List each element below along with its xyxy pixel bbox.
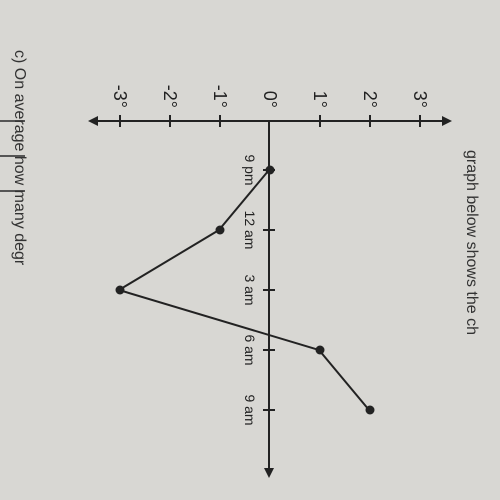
y-axis-label: 3°: [409, 70, 430, 108]
temperature-chart: 3°2°1°0°-1°-2°-3°9 pm12 am3 am6 am9 am: [110, 60, 430, 440]
y-tick: [219, 115, 221, 127]
x-axis-label: 9 am: [242, 385, 258, 435]
data-point: [266, 166, 275, 175]
x-arrow-icon: [264, 468, 274, 478]
x-tick: [263, 409, 275, 411]
x-tick: [263, 289, 275, 291]
x-tick: [263, 229, 275, 231]
question-fragment: c) On average how many degr: [10, 50, 28, 265]
data-line-segment: [119, 289, 320, 351]
x-axis-label: 3 am: [242, 265, 258, 315]
data-point: [116, 286, 125, 295]
data-point: [316, 346, 325, 355]
y-axis-line: [95, 120, 445, 122]
y-axis-label: -1°: [209, 70, 230, 108]
y-tick: [119, 115, 121, 127]
x-axis-label: 12 am: [242, 205, 258, 255]
y-arrow-bottom-icon: [88, 116, 98, 126]
y-tick: [369, 115, 371, 127]
x-axis-label: 6 am: [242, 325, 258, 375]
y-axis-label: 1°: [309, 70, 330, 108]
y-tick: [169, 115, 171, 127]
data-line-segment: [318, 349, 370, 410]
y-axis-label: 2°: [359, 70, 380, 108]
y-axis-label: 0°: [259, 70, 280, 108]
x-tick: [263, 349, 275, 351]
header-fragment: graph below shows the ch: [462, 150, 480, 335]
y-tick: [319, 115, 321, 127]
y-arrow-top-icon: [442, 116, 452, 126]
y-axis-label: -3°: [109, 70, 130, 108]
rotated-page: graph below shows the ch fra 3°2°1°0°-1°…: [40, 30, 460, 470]
data-point: [216, 226, 225, 235]
data-point: [366, 406, 375, 415]
y-tick: [419, 115, 421, 127]
data-line-segment: [118, 229, 219, 291]
y-axis-label: -2°: [159, 70, 180, 108]
